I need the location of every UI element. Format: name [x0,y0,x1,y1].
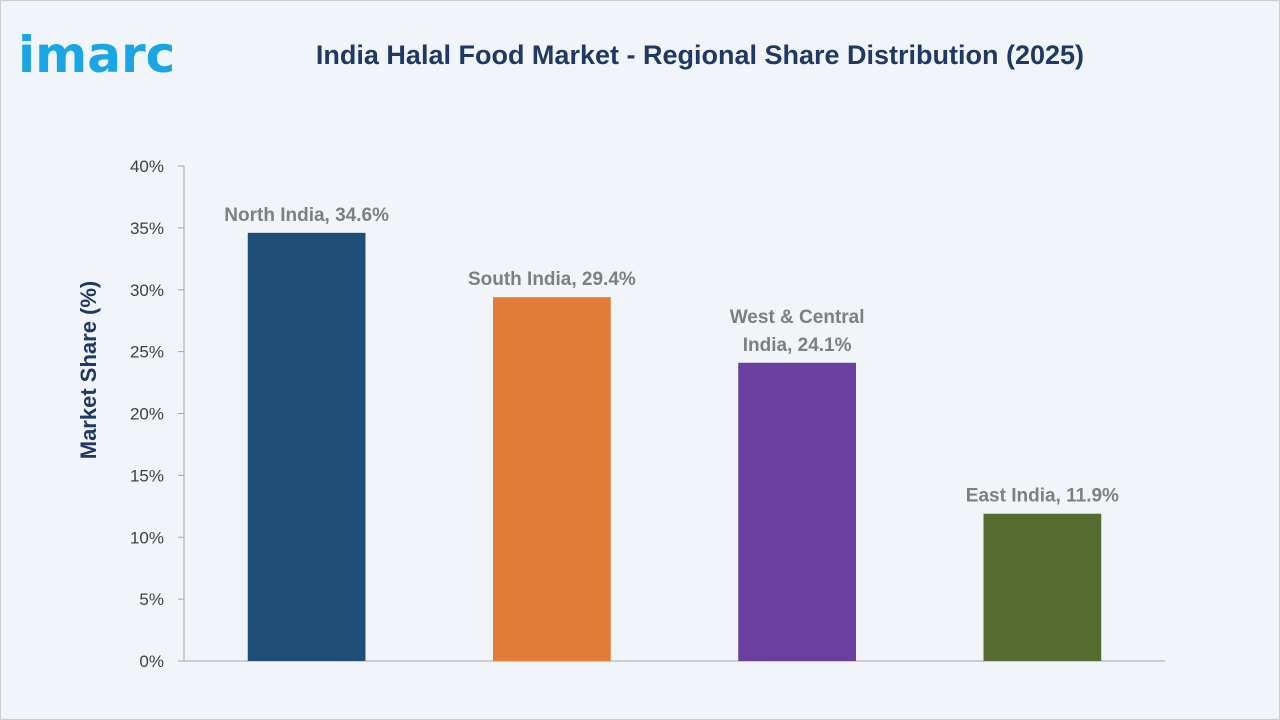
y-tick-label: 0% [139,652,164,671]
y-axis-label: Market Share (%) [76,281,101,460]
chart-data-labels: North India, 34.6% South India, 29.4% West… [224,205,1119,507]
y-tick-label: 25% [130,343,164,362]
data-label-4: East India, 11.9% [966,486,1119,507]
y-tick-label: 35% [130,219,164,238]
chart-axes: 0% 5% 10% 15% 20% 25% 30% 35% 40% [130,157,1165,671]
chart-bars [247,232,1102,661]
data-label-1: North India, 34.6% [224,205,389,226]
imarc-logo: imarc [18,26,175,84]
y-tick-label: 30% [130,281,164,300]
y-tick-label: 15% [130,466,164,485]
chart-title: India Halal Food Market - Regional Share… [315,40,1085,70]
data-label-3: West & Central [730,307,865,328]
bar-4 [983,513,1102,661]
bar-1 [247,232,366,661]
y-tick-label: 10% [130,528,164,547]
bar-2 [493,297,611,661]
data-label-3: India, 24.1% [743,335,852,356]
y-tick-label: 20% [130,405,164,424]
bar-3 [738,362,856,661]
data-label-2: South India, 29.4% [468,269,636,290]
y-tick-label: 40% [130,157,164,176]
logo-text: imarc [18,26,175,84]
y-tick-label: 5% [139,590,164,609]
